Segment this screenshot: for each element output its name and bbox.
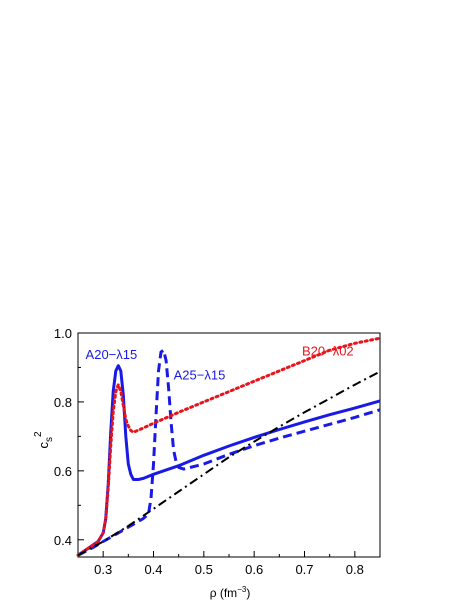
series-line-solid: [77, 364, 381, 557]
y-tick-label: 0.8: [54, 395, 72, 410]
series-line-dashed: [77, 348, 381, 557]
y-tick-label: 0.6: [54, 464, 72, 479]
x-tick-label: 0.6: [245, 562, 263, 577]
series-lines: [76, 336, 382, 557]
series-annotations: A20−λ15 A25−λ15 B20−λ02: [86, 343, 354, 382]
series-line-dotted: [76, 336, 382, 557]
y-tick-label: 0.4: [54, 533, 72, 548]
x-tick-label: 0.5: [195, 562, 213, 577]
series-annotation: B20−λ02: [302, 343, 354, 358]
series-annotation: A20−λ15: [86, 347, 138, 362]
x-tick-label: 0.8: [346, 562, 364, 577]
y-tick-label: 1.0: [54, 326, 72, 341]
x-tick-label: 0.7: [295, 562, 313, 577]
x-axis-title: ρ (fm−3): [210, 585, 251, 600]
series-annotation: A25−λ15: [174, 368, 226, 383]
axis-ticks: 0.3 0.4 0.5 0.6 0.7 0.8 0.4 0.6 0.8 1.0: [54, 326, 364, 577]
x-tick-label: 0.4: [144, 562, 162, 577]
y-axis-title: cs2: [33, 431, 55, 449]
x-tick-label: 0.3: [94, 562, 112, 577]
series-line-dashdot: [77, 370, 381, 557]
